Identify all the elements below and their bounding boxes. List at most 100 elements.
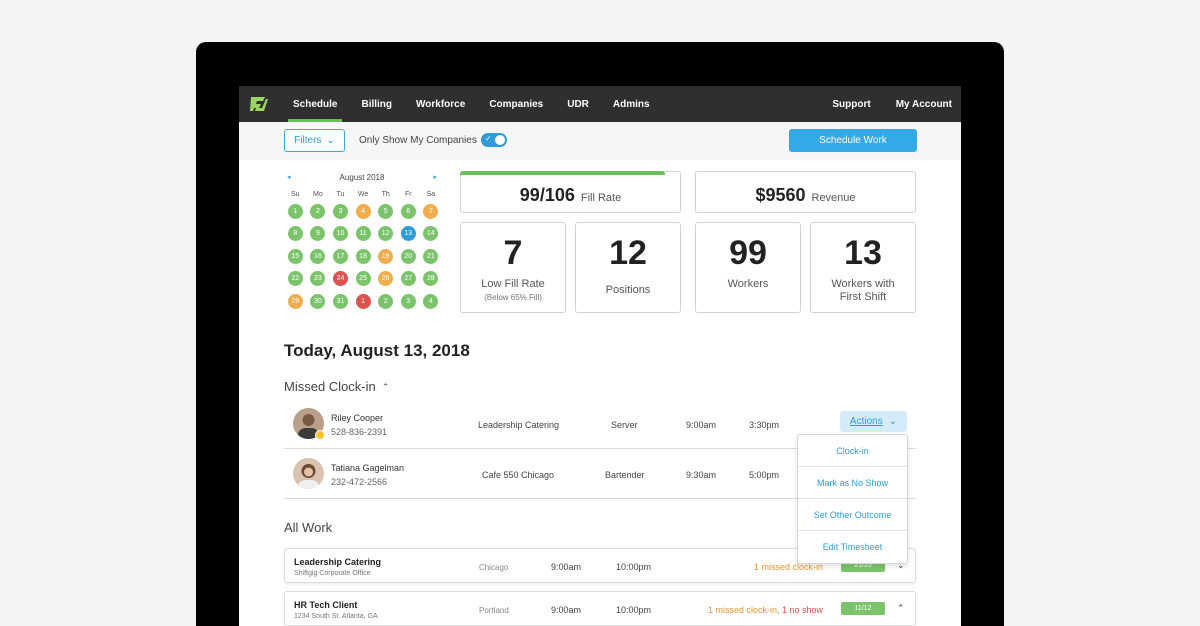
prev-month-icon[interactable]: ◂ xyxy=(287,174,291,181)
calendar-day[interactable]: 21 xyxy=(423,248,439,264)
work-row[interactable]: HR Tech Client 1234 South St. Atlanta, G… xyxy=(284,591,916,626)
shift-start: 9:00am xyxy=(686,420,717,430)
actions-button[interactable]: Actions ⌄ xyxy=(840,411,907,432)
shift-end: 3:30pm xyxy=(749,420,780,430)
nav-admins[interactable]: Admins xyxy=(612,98,650,110)
menu-mark-no-show[interactable]: Mark as No Show xyxy=(798,467,907,499)
calendar-day[interactable]: 25 xyxy=(355,271,371,287)
worker-name[interactable]: Riley Cooper xyxy=(331,413,384,423)
positions-card[interactable]: 12 Positions xyxy=(575,222,681,313)
work-note-text: 1 missed clock-in, xyxy=(707,605,782,615)
calendar-day[interactable]: 22 xyxy=(287,271,303,287)
nav-support[interactable]: Support xyxy=(832,98,871,110)
toolbar: Filters ⌄ Only Show My Companies ✓ Sched… xyxy=(239,122,961,160)
calendar-day[interactable]: 12 xyxy=(378,226,394,242)
calendar-day[interactable]: 20 xyxy=(400,248,416,264)
fill-badge: 11/12 xyxy=(841,602,885,615)
calendar-day[interactable]: 19 xyxy=(378,248,394,264)
worker-phone: 528-836-2391 xyxy=(331,427,388,437)
nav-my-account[interactable]: My Account xyxy=(895,98,952,110)
worker-name[interactable]: Tatiana Gagelman xyxy=(331,463,405,473)
work-note-red: 1 no show xyxy=(781,605,823,615)
revenue-label: Revenue xyxy=(811,192,856,204)
missed-clockin-header[interactable]: Missed Clock-in ⌃ xyxy=(284,379,389,394)
work-city: Chicago xyxy=(479,563,509,572)
calendar-day[interactable]: 4 xyxy=(423,293,439,309)
chevron-down-icon[interactable]: ⌄ xyxy=(897,560,905,570)
calendar-day[interactable]: 30 xyxy=(310,293,326,309)
calendar-day[interactable]: 13 xyxy=(400,226,416,242)
only-my-companies-toggle[interactable]: ✓ xyxy=(481,133,507,147)
menu-edit-timesheet[interactable]: Edit Timesheet xyxy=(822,542,883,552)
work-location: Shiftgig Corporate Office xyxy=(294,570,371,577)
chevron-down-icon: ⌄ xyxy=(888,416,898,427)
menu-set-other-outcome[interactable]: Set Other Outcome xyxy=(798,499,907,531)
weekday-label: Th xyxy=(381,191,390,198)
nav-udr[interactable]: UDR xyxy=(567,98,589,110)
calendar-day[interactable]: 16 xyxy=(310,248,326,264)
logo-icon[interactable] xyxy=(249,95,269,113)
calendar-day[interactable]: 1 xyxy=(355,293,371,309)
worker-phone: 232-472-2566 xyxy=(331,477,388,487)
fill-rate-bar xyxy=(460,171,665,175)
calendar-day[interactable]: 28 xyxy=(423,271,439,287)
work-company: HR Tech Client xyxy=(294,600,358,610)
calendar-day[interactable]: 8 xyxy=(287,226,303,242)
calendar-day[interactable]: 29 xyxy=(287,293,303,309)
calendar-day[interactable]: 24 xyxy=(332,271,348,287)
calendar-day[interactable]: 3 xyxy=(332,204,348,219)
nav-schedule[interactable]: Schedule xyxy=(287,86,343,122)
calendar-day[interactable]: 23 xyxy=(310,271,326,287)
worker-company: Leadership Catering xyxy=(478,420,560,430)
calendar-day[interactable]: 7 xyxy=(423,204,439,219)
filters-button[interactable]: Filters ⌄ xyxy=(284,129,345,152)
calendar-day[interactable]: 17 xyxy=(332,248,348,264)
missed-row: Tatiana Gagelman 232-472-2566 Cafe 550 C… xyxy=(284,449,916,499)
calendar-day[interactable]: 6 xyxy=(400,204,416,219)
workers-card[interactable]: 99 Workers xyxy=(695,222,801,313)
nav-workforce[interactable]: Workforce xyxy=(416,98,466,110)
work-note: 1 missed clock-in xyxy=(754,562,823,572)
first-shift-badge-icon xyxy=(315,430,325,440)
calendar-day[interactable]: 4 xyxy=(355,204,371,219)
revenue-value: $9560 xyxy=(755,185,806,205)
weekday-label: Mo xyxy=(313,191,323,198)
calendar-day[interactable]: 26 xyxy=(378,271,394,287)
worker-role: Bartender xyxy=(605,470,645,480)
revenue-card: $9560 Revenue xyxy=(695,171,916,213)
calendar-day[interactable]: 1 xyxy=(287,204,303,219)
calendar-day[interactable]: 15 xyxy=(287,248,303,264)
toggle-knob xyxy=(495,135,505,145)
calendar-day[interactable]: 27 xyxy=(400,271,416,287)
nav-billing[interactable]: Billing xyxy=(361,98,393,110)
chevron-up-icon[interactable]: ⌃ xyxy=(897,603,905,613)
work-location: 1234 South St. Atlanta, GA xyxy=(294,613,378,620)
first-shift-card[interactable]: 13 Workers with First Shift xyxy=(810,222,916,313)
menu-clock-in[interactable]: Clock-in xyxy=(798,435,907,467)
calendar-day[interactable]: 3 xyxy=(400,293,416,309)
shift-start: 9:30am xyxy=(686,470,717,480)
fill-rate-label: Fill Rate xyxy=(580,192,622,204)
first-shift-value: 13 xyxy=(844,234,882,272)
page-title: Today, August 13, 2018 xyxy=(284,341,470,360)
calendar-day[interactable]: 18 xyxy=(355,248,371,264)
work-end: 10:00pm xyxy=(616,562,652,572)
chevron-up-icon: ⌃ xyxy=(381,382,390,392)
nav-companies[interactable]: Companies xyxy=(489,98,544,110)
calendar-day[interactable]: 11 xyxy=(355,226,371,242)
calendar-day[interactable]: 14 xyxy=(423,226,439,242)
next-month-icon[interactable]: ▸ xyxy=(433,174,437,181)
calendar-day[interactable]: 10 xyxy=(332,226,348,242)
calendar-day[interactable]: 2 xyxy=(310,204,326,219)
calendar-day[interactable]: 5 xyxy=(378,204,394,219)
calendar-day[interactable]: 9 xyxy=(310,226,326,242)
calendar-day[interactable]: 2 xyxy=(378,293,394,309)
schedule-work-button[interactable]: Schedule Work xyxy=(789,129,917,152)
actions-menu: Clock-in Mark as No Show Set Other Outco… xyxy=(797,434,908,564)
calendar-day[interactable]: 31 xyxy=(332,293,348,309)
work-note-text: 1 missed clock-in xyxy=(753,562,823,572)
low-fill-card[interactable]: 7 Low Fill Rate (Below 65% Fill) xyxy=(460,222,566,313)
work-company: Leadership Catering xyxy=(294,557,382,567)
laptop-frame: Schedule Billing Workforce Companies UDR… xyxy=(196,42,1004,626)
calendar-weekdays: Su Mo Tu We Th Fr Sa xyxy=(284,191,440,198)
